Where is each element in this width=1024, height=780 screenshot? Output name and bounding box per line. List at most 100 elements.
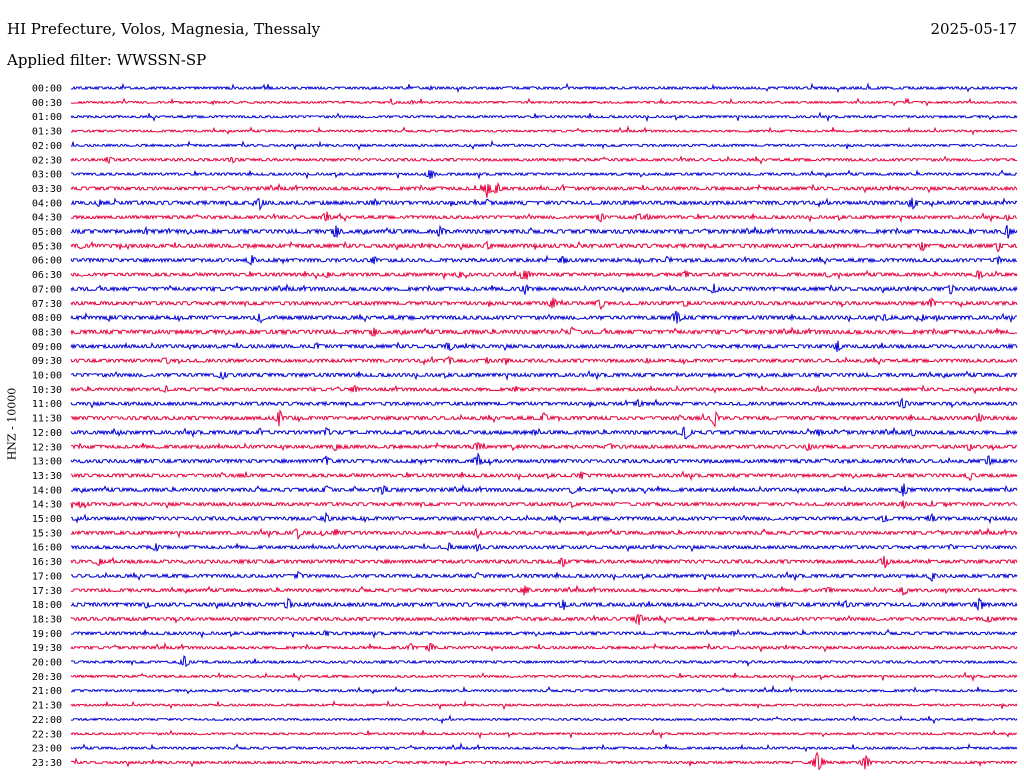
seismic-trace xyxy=(70,570,1018,583)
seismic-trace xyxy=(70,742,1018,753)
seismic-trace xyxy=(70,326,1018,337)
seismic-trace xyxy=(70,714,1018,725)
time-tick-label: 16:00 xyxy=(32,543,62,554)
time-tick-label: 04:30 xyxy=(32,213,62,224)
time-tick-label: 12:30 xyxy=(32,442,62,453)
time-tick-label: 05:30 xyxy=(32,241,62,252)
time-tick-label: 10:30 xyxy=(32,385,62,396)
time-tick-label: 23:30 xyxy=(32,758,62,769)
seismic-trace xyxy=(70,181,1018,198)
date-label: 2025-05-17 xyxy=(930,20,1017,38)
time-tick-label: 01:00 xyxy=(32,112,62,123)
time-tick-label: 15:30 xyxy=(32,528,62,539)
seismic-trace xyxy=(70,483,1018,497)
time-tick-label: 23:00 xyxy=(32,744,62,755)
seismic-trace xyxy=(70,82,1018,94)
time-tick-label: 18:30 xyxy=(32,614,62,625)
time-tick-label: 17:00 xyxy=(32,571,62,582)
time-tick-label: 20:00 xyxy=(32,658,62,669)
time-tick-label: 18:00 xyxy=(32,600,62,611)
time-tick-label: 07:30 xyxy=(32,299,62,310)
seismic-trace xyxy=(70,542,1018,553)
seismic-trace xyxy=(70,470,1018,482)
time-tick-label: 03:00 xyxy=(32,170,62,181)
seismic-trace xyxy=(70,269,1018,281)
seismic-trace xyxy=(70,452,1018,467)
time-tick-label: 04:00 xyxy=(32,198,62,209)
seismic-trace xyxy=(70,641,1018,653)
seismic-trace xyxy=(70,671,1018,683)
time-tick-label: 14:30 xyxy=(32,500,62,511)
seismic-trace xyxy=(70,409,1018,428)
seismic-trace xyxy=(70,111,1018,123)
time-tick-label: 15:00 xyxy=(32,514,62,525)
seismic-trace xyxy=(70,699,1018,711)
seismic-trace xyxy=(71,684,1018,695)
seismic-trace xyxy=(70,125,1018,136)
time-tick-label: 11:30 xyxy=(32,414,62,425)
seismic-trace xyxy=(70,197,1018,212)
seismic-trace xyxy=(70,384,1018,395)
seismic-trace xyxy=(70,613,1018,626)
seismic-trace xyxy=(70,155,1018,165)
seismic-trace xyxy=(70,655,1017,668)
seismic-trace xyxy=(70,254,1018,266)
time-tick-label: 20:30 xyxy=(32,672,62,683)
time-tick-label: 09:00 xyxy=(32,342,62,353)
time-tick-label: 00:00 xyxy=(32,84,62,95)
time-tick-label: 07:00 xyxy=(32,284,62,295)
seismic-trace xyxy=(70,355,1018,366)
time-tick-label: 06:00 xyxy=(32,256,62,267)
seismic-trace xyxy=(70,397,1018,409)
seismic-trace xyxy=(70,527,1018,540)
station-title: HI Prefecture, Volos, Magnesia, Thessaly xyxy=(7,20,321,38)
seismic-trace xyxy=(70,369,1018,381)
seismic-trace xyxy=(70,500,1018,510)
time-tick-label: 17:30 xyxy=(32,586,62,597)
seismic-trace xyxy=(70,340,1018,352)
seismic-trace xyxy=(70,211,1018,224)
seismic-trace xyxy=(70,297,1018,311)
seismic-trace xyxy=(70,751,1017,770)
time-tick-label: 03:30 xyxy=(32,184,62,195)
time-tick-label: 09:30 xyxy=(32,356,62,367)
time-tick-label: 08:00 xyxy=(32,313,62,324)
time-tick-label: 21:00 xyxy=(32,686,62,697)
seismic-trace xyxy=(70,728,1017,740)
seismic-trace xyxy=(70,283,1018,295)
time-tick-label: 13:00 xyxy=(32,457,62,468)
seismic-trace xyxy=(70,441,1018,452)
time-tick-label: 00:30 xyxy=(32,98,62,109)
seismic-trace xyxy=(70,511,1018,525)
seismic-trace xyxy=(70,224,1018,239)
seismic-trace xyxy=(70,584,1018,597)
time-tick-label: 16:30 xyxy=(32,557,62,568)
time-tick-label: 01:30 xyxy=(32,127,62,138)
seismic-trace xyxy=(70,426,1018,440)
filter-label: Applied filter: WWSSN-SP xyxy=(7,51,207,69)
time-tick-label: 13:30 xyxy=(32,471,62,482)
time-tick-label: 12:00 xyxy=(32,428,62,439)
time-tick-label: 21:30 xyxy=(32,701,62,712)
time-tick-label: 02:30 xyxy=(32,155,62,166)
seismic-trace xyxy=(70,169,1018,180)
time-tick-label: 19:30 xyxy=(32,643,62,654)
seismic-trace xyxy=(70,310,1018,324)
time-tick-label: 22:30 xyxy=(32,729,62,740)
seismic-trace xyxy=(70,628,1018,639)
seismic-trace xyxy=(70,240,1018,253)
time-tick-label: 11:00 xyxy=(32,399,62,410)
time-tick-label: 02:00 xyxy=(32,141,62,152)
time-tick-label: 19:00 xyxy=(32,629,62,640)
time-tick-label: 14:00 xyxy=(32,485,62,496)
seismic-trace xyxy=(70,97,1018,107)
time-tick-label: 05:00 xyxy=(32,227,62,238)
time-tick-label: 06:30 xyxy=(32,270,62,281)
time-tick-label: 22:00 xyxy=(32,715,62,726)
seismic-trace xyxy=(70,597,1018,612)
seismic-trace xyxy=(70,555,1018,569)
time-tick-label: 08:30 xyxy=(32,327,62,338)
seismic-trace xyxy=(71,139,1018,151)
time-tick-label: 10:00 xyxy=(32,371,62,382)
